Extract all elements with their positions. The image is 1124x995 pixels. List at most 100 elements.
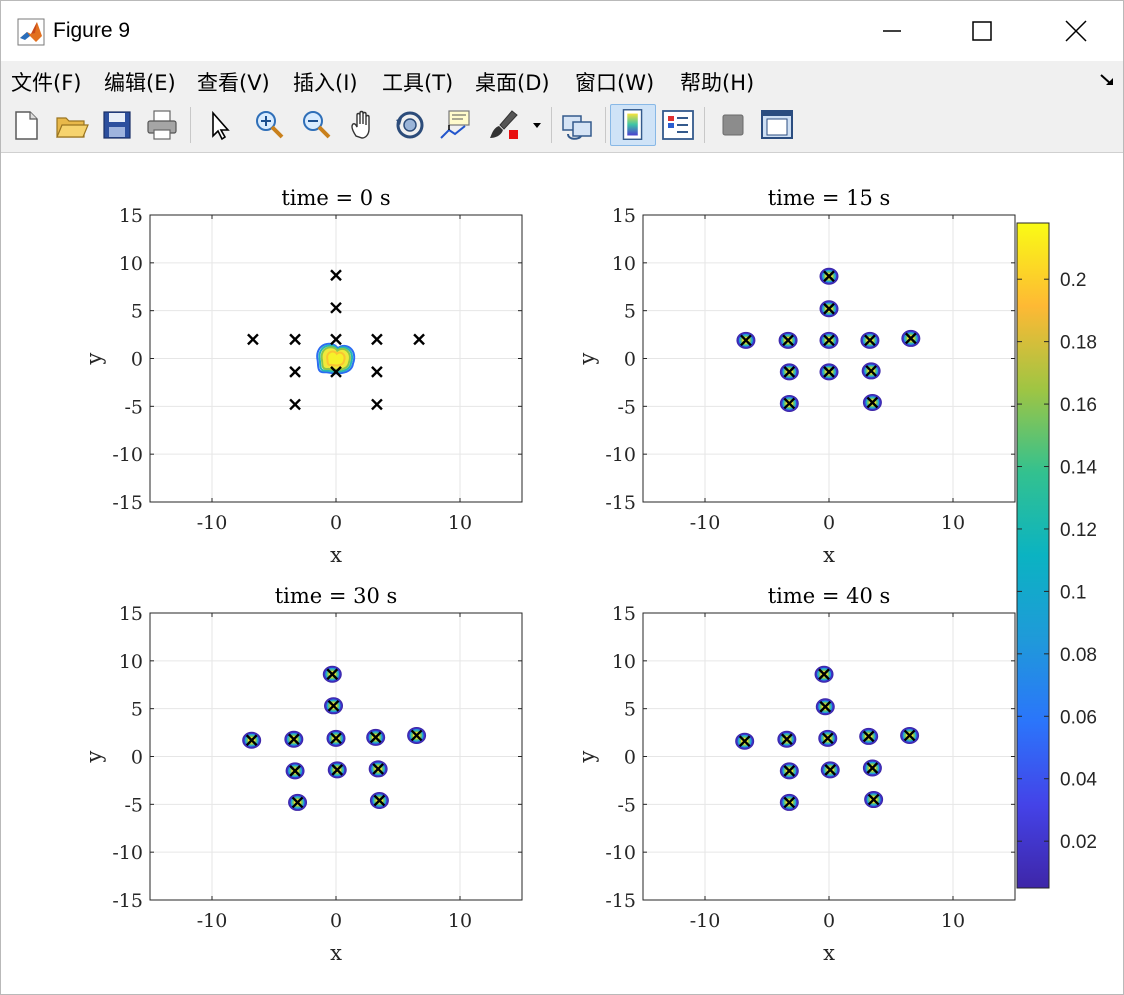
marker-stroke — [373, 794, 386, 807]
density-contour — [318, 344, 354, 373]
x-tick-label: -10 — [197, 512, 228, 534]
marker-stroke — [782, 334, 794, 347]
rotate-button[interactable] — [391, 106, 429, 144]
y-tick-label: 10 — [612, 651, 636, 673]
zoom-out-button[interactable] — [297, 106, 335, 144]
menu-help[interactable]: 帮助(H) — [680, 71, 755, 95]
colorbar[interactable]: 0.02 0.04 0.06 0.08 0.1 0.12 0.14 0.16 0.18 0.2 — [1016, 222, 1097, 889]
menu-window[interactable]: 窗口(W) — [575, 71, 655, 95]
print-button[interactable] — [143, 106, 181, 144]
marker-stroke — [330, 366, 342, 378]
edit-plot-button[interactable] — [200, 106, 238, 144]
x-tick-label: -10 — [690, 910, 721, 932]
data-point-marker — [327, 699, 340, 712]
y-tick-label: -10 — [112, 444, 143, 466]
title-bar[interactable]: Figure 9 — [1, 1, 1123, 61]
subplot-title: time = 15 s — [768, 186, 891, 210]
data-point-marker — [371, 398, 383, 411]
marker-stroke — [819, 700, 832, 713]
y-tick-label: 5 — [131, 699, 143, 721]
data-point-marker — [904, 332, 917, 345]
marker-stroke — [369, 731, 382, 744]
marker-stroke — [287, 733, 300, 746]
data-point-marker — [289, 398, 301, 411]
menu-edit[interactable]: 编辑(E) — [104, 71, 176, 95]
marker-stroke — [818, 668, 830, 681]
x-tick-label: 0 — [823, 910, 835, 932]
y-tick-label: 0 — [624, 747, 636, 769]
marker-stroke — [823, 270, 835, 283]
marker-stroke — [866, 396, 879, 409]
data-point-marker — [410, 729, 423, 742]
x-tick-label: 0 — [330, 910, 342, 932]
save-button[interactable] — [98, 106, 136, 144]
insert-colorbar-button[interactable] — [610, 104, 656, 146]
marker-stroke — [289, 765, 301, 777]
data-point-marker — [738, 735, 751, 748]
data-cursor-button[interactable] — [437, 106, 475, 144]
minimize-icon — [883, 30, 901, 32]
data-point-marker — [369, 731, 382, 744]
y-tick-label: 15 — [612, 205, 636, 227]
marker-stroke — [783, 796, 796, 809]
new-figure-button[interactable] — [7, 106, 45, 144]
menu-view[interactable]: 查看(V) — [197, 71, 270, 95]
insert-legend-button[interactable] — [659, 106, 697, 144]
menu-insert[interactable]: 插入(I) — [293, 71, 358, 95]
data-point-marker — [824, 764, 837, 776]
data-point-marker — [783, 366, 796, 378]
toolbar — [1, 99, 1123, 153]
link-plot-button[interactable] — [559, 106, 597, 144]
y-tick-label: -5 — [617, 794, 636, 816]
menu-desktop[interactable]: 桌面(D) — [475, 71, 550, 95]
close-button[interactable] — [1053, 11, 1099, 51]
maximize-button[interactable] — [959, 11, 1005, 51]
marker-stroke — [866, 762, 879, 774]
menu-file[interactable]: 文件(F) — [11, 71, 82, 95]
open-file-button[interactable] — [52, 106, 90, 144]
save-icon — [103, 111, 131, 139]
x-tick-label: 10 — [448, 910, 472, 932]
colorbar-tick-label: 0.02 — [1060, 832, 1097, 853]
data-point-marker — [289, 366, 301, 378]
data-point-marker — [291, 796, 304, 809]
toolbar-separator — [551, 107, 552, 143]
subplot-2[interactable]: -10 0 10 -15 -10 -5 0 5 10 15 time = 15 s x y — [575, 186, 1016, 567]
hide-plot-tools-button[interactable] — [714, 106, 752, 144]
dock-arrow-icon[interactable] — [1097, 70, 1117, 90]
subplot-4[interactable]: -10 0 10 -15 -10 -5 0 5 10 15 time = 40 s x y — [575, 584, 1016, 965]
x-axis-label: x — [330, 543, 342, 567]
x-tick-label: -10 — [197, 910, 228, 932]
marker-stroke — [821, 732, 834, 745]
marker-stroke — [824, 764, 837, 776]
subplot-3[interactable]: -10 0 10 -15 -10 -5 0 5 10 15 time = 30 s x y — [82, 584, 523, 965]
marker-stroke — [865, 365, 878, 377]
colorbar-tick-label: 0.2 — [1060, 270, 1086, 291]
data-point-marker — [330, 301, 342, 314]
data-point-marker — [330, 366, 342, 378]
subplot-1[interactable]: -10 0 10 -15 -10 -5 0 5 10 15 time = 0 s x y — [82, 186, 523, 567]
colorbar-tick-label: 0.1 — [1060, 582, 1086, 603]
minimize-button[interactable] — [869, 11, 915, 51]
zoom-in-button[interactable] — [250, 106, 288, 144]
data-point-marker — [371, 333, 383, 346]
brush-dropdown-button[interactable] — [529, 106, 545, 144]
data-point-marker — [780, 733, 793, 746]
subplot-title: time = 30 s — [275, 584, 398, 608]
open-file-icon — [56, 117, 89, 138]
y-tick-label: 15 — [119, 205, 143, 227]
y-tick-label: 5 — [624, 301, 636, 323]
data-point-marker — [373, 794, 386, 807]
x-tick-label: 10 — [448, 512, 472, 534]
data-point-marker — [821, 732, 834, 745]
y-tick-label: 15 — [612, 603, 636, 625]
show-plot-tools-button[interactable] — [758, 106, 796, 144]
data-point-marker — [330, 732, 342, 745]
marker-stroke — [903, 729, 916, 742]
marker-stroke — [289, 333, 301, 346]
menu-tools[interactable]: 工具(T) — [382, 71, 454, 95]
brush-button[interactable] — [485, 106, 523, 144]
pan-button[interactable] — [344, 106, 382, 144]
rotate-3d-icon — [396, 111, 424, 139]
marker-stroke — [289, 398, 301, 411]
